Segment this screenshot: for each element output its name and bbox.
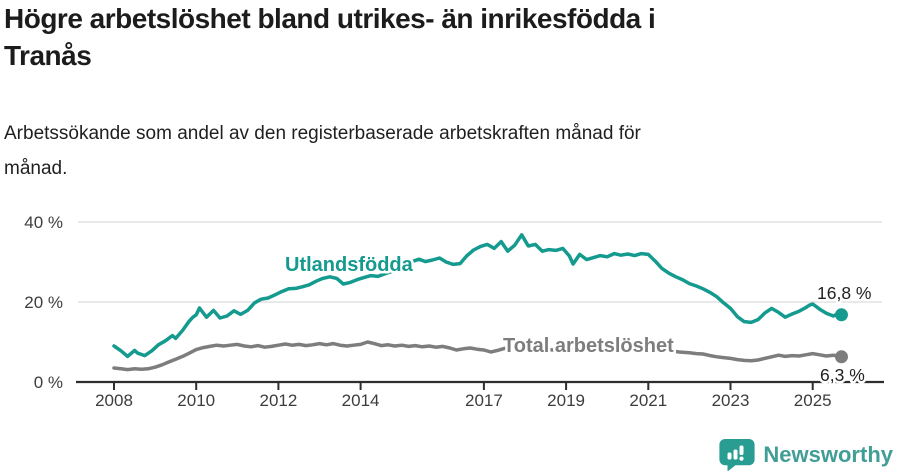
end-value-label-total: 6,3 % [820,365,865,385]
chart-title: Högre arbetslöshet bland utrikes- än inr… [4,3,656,71]
x-axis-tick-label: 2019 [547,391,585,410]
series-end-dot [834,350,848,364]
y-axis-tick-label: 0 % [34,373,63,392]
series-end-dot [834,308,848,322]
x-axis-tick-label: 2025 [794,391,832,410]
x-axis-tick-label: 2008 [95,391,133,410]
x-axis-tick-label: 2023 [712,391,750,410]
newsworthy-brand: Newsworthy [718,438,893,471]
series-line [112,233,844,359]
series-line [112,340,844,372]
y-axis-tick-label: 40 % [24,213,63,232]
x-axis-tick-label: 2010 [177,391,215,410]
x-axis-tick-label: 2021 [629,391,667,410]
x-axis-tick-label: 2014 [342,391,380,410]
newsworthy-logo-icon [719,439,756,471]
chart-subtitle: Arbetssökande som andel av den registerb… [4,123,641,179]
end-value-label-utlandsfodda: 16,8 % [817,283,871,303]
series-label-total-arbetsloshet: Total arbetslöshet [503,335,674,357]
series-label-utlandsfodda: Utlandsfödda [285,254,414,276]
y-axis-tick-label: 20 % [24,293,63,312]
x-axis-tick-label: 2012 [259,391,297,410]
x-axis-tick-label: 2017 [465,391,503,410]
newsworthy-brand-text: Newsworthy [763,441,893,467]
